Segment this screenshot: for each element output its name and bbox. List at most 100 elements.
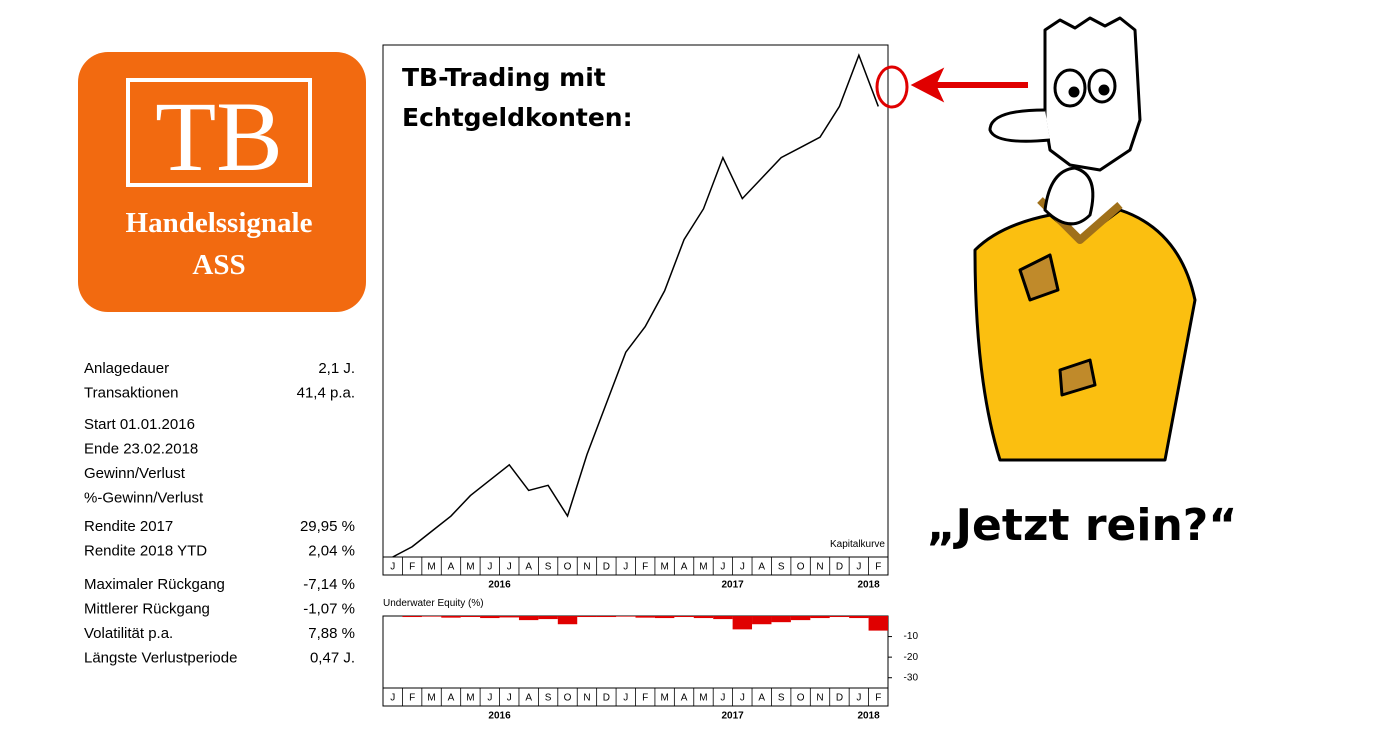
arrow-head [910,67,945,103]
stat-label: Ende 23.02.2018 [84,440,198,457]
annotation: Kapitalkurve [830,539,885,550]
x-tick-label: S [778,562,785,573]
stat-value: -1,07 % [303,600,355,617]
x-tick-label: A [758,693,765,704]
x-tick-label: M [660,693,668,704]
stat-label: Start 01.01.2016 [84,416,195,433]
drawdown-bar [829,616,850,618]
x-tick-label: F [409,693,415,704]
stat-label: Maximaler Rückgang [84,576,225,593]
y-tick-label: -10 [904,631,919,642]
drawdown-bar [557,616,578,625]
drawdown-bar [654,616,675,619]
chart-title: Underwater Equity (%) [383,598,484,609]
y-tick-label: -20 [904,652,919,663]
equity-line [392,53,879,558]
logo-title: TB [155,81,283,192]
year-label: 2016 [488,711,511,722]
drawdown-bar [693,616,714,619]
drawdown-bar [674,616,694,618]
year-label: 2017 [721,580,744,591]
x-tick-label: D [836,562,843,573]
x-tick-label: A [448,693,455,704]
x-tick-label: F [409,562,415,573]
x-tick-label: J [390,693,395,704]
x-tick-label: A [525,693,532,704]
drawdown-bar [713,616,733,620]
x-tick-label: A [758,562,765,573]
x-tick-label: M [660,562,668,573]
logo-box [78,52,366,312]
logo-line: ASS [192,249,245,281]
stat-value: 2,1 J. [318,360,355,377]
drawdown-bar [771,616,791,623]
highlight-circle [875,65,909,109]
stat-label: Mittlerer Rückgang [84,600,210,617]
stat-label: Rendite 2017 [84,518,173,535]
x-tick-label: M [427,693,435,704]
drawdown-bar [732,616,753,630]
x-tick-label: J [507,693,512,704]
stat-value: 29,95 % [300,518,355,535]
year-label: 2017 [721,711,744,722]
x-tick-label: J [507,562,512,573]
drawdown-bar [577,616,597,618]
stat-label: Rendite 2018 YTD [84,542,207,559]
x-tick-label: S [778,693,785,704]
stat-label: Längste Verlustperiode [84,649,237,666]
x-tick-label: O [797,693,805,704]
stat-value: 2,04 % [308,542,355,559]
year-label: 2018 [857,580,880,591]
x-tick-label: J [856,562,861,573]
caption: „Jetzt rein?“ [927,500,1238,551]
stat-value: 7,88 % [308,625,355,642]
drawdown-bar [868,616,888,631]
x-tick-label: J [740,693,745,704]
x-tick-label: A [681,693,688,704]
drawdown-bar [752,616,772,625]
x-tick-label: D [836,693,843,704]
x-tick-label: S [545,562,552,573]
x-tick-label: A [448,562,455,573]
plot-frame [382,615,889,689]
drawdown-bar [538,616,558,620]
x-tick-label: J [623,693,628,704]
drawdown-bar [518,616,539,621]
drawdown-bar [616,616,636,617]
stat-value: 0,47 J. [310,649,355,666]
x-tick-label: O [564,693,572,704]
chart-title: Echtgeldkonten: [402,103,633,132]
x-tick-label: M [466,693,474,704]
x-tick-label: D [603,562,610,573]
x-tick-label: J [720,693,725,704]
x-tick-label: J [623,562,628,573]
stat-value: 41,4 p.a. [297,384,355,401]
drawdown-bar [402,616,422,618]
drawdown-bar [499,616,519,618]
x-tick-label: M [466,562,474,573]
x-tick-label: A [525,562,532,573]
x-tick-label: J [487,562,492,573]
drawdown-bar [849,616,869,619]
x-tick-label: N [816,562,823,573]
x-tick-label: F [642,693,648,704]
x-tick-label: M [699,562,707,573]
year-label: 2018 [857,711,880,722]
x-tick-label: D [603,693,610,704]
drawdown-bar [421,616,442,617]
x-tick-label: J [720,562,725,573]
cartoon [973,16,1197,462]
drawdown-bar [635,616,655,618]
drawdown-bar [441,616,461,618]
x-tick-label: S [545,693,552,704]
x-tick-label: O [797,562,805,573]
chart-title: TB-Trading mit [402,63,606,92]
drawdown-bar [790,616,811,621]
stats: Anlagedauer 2,1 J. Transaktionen 41,4 p.a. S… [84,360,355,667]
x-tick-label: J [740,562,745,573]
logo-frame [126,78,312,187]
x-tick-label: J [487,693,492,704]
